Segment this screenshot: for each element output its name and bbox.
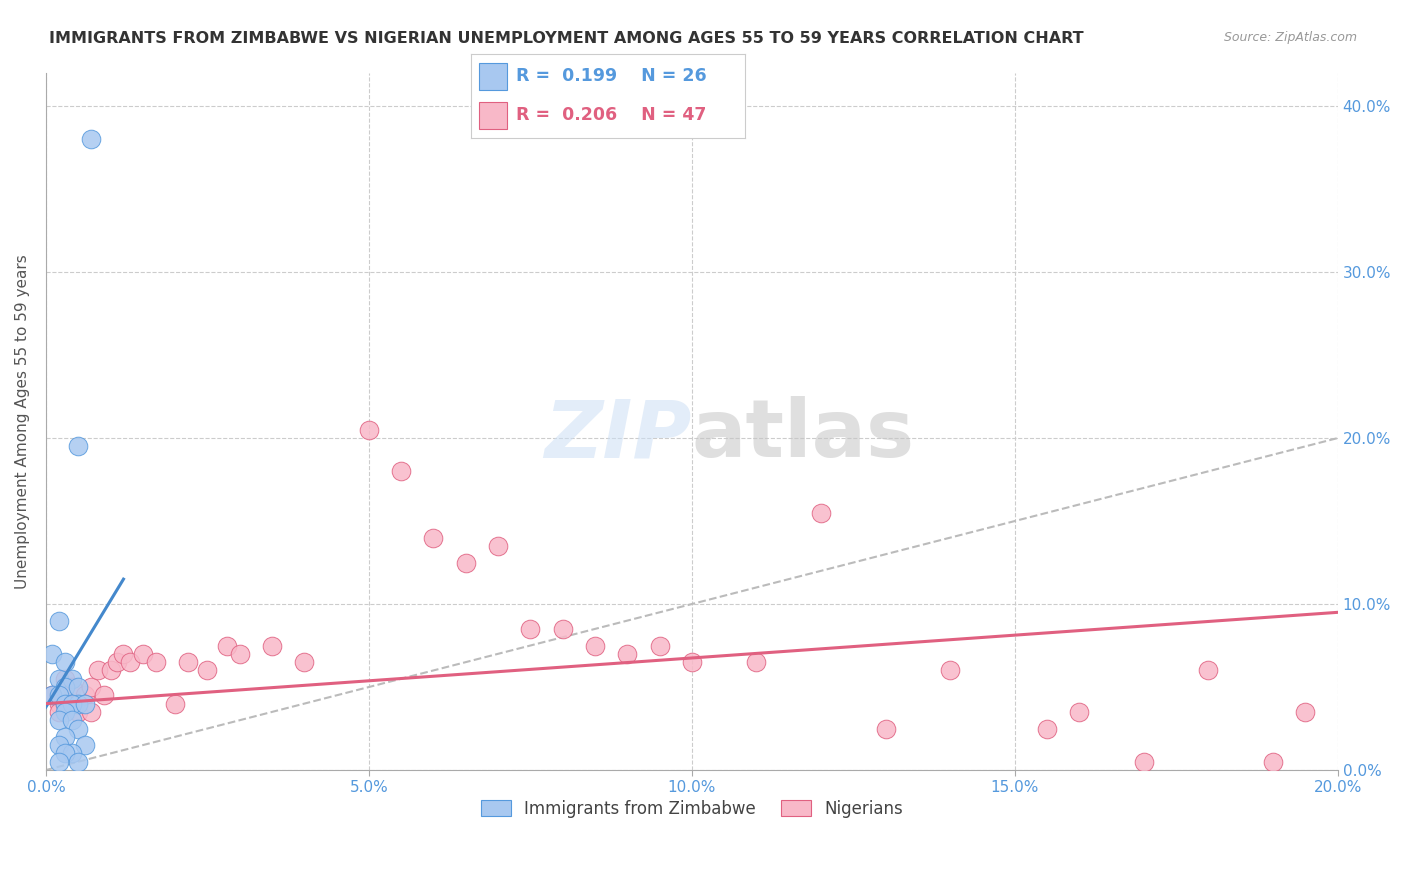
Point [1261,755,1284,769]
Point [67,755,90,769]
Point [105,655,128,669]
Point [519,622,541,636]
Point [583,639,606,653]
Point [60,680,83,694]
Text: R =  0.199    N = 26: R = 0.199 N = 26 [516,68,707,86]
Point [80,132,103,146]
Point [132,647,155,661]
Point [67,680,90,694]
Point [197,664,219,678]
Point [53,655,76,669]
Point [681,655,703,669]
Text: R =  0.206    N = 47: R = 0.206 N = 47 [516,106,707,124]
Point [53,705,76,719]
Point [177,655,200,669]
Point [48,689,70,703]
Point [165,697,187,711]
Point [73,738,96,752]
Text: Source: ZipAtlas.com: Source: ZipAtlas.com [1223,31,1357,45]
Point [60,747,83,761]
Point [53,680,76,694]
Point [260,639,283,653]
Point [53,747,76,761]
Point [53,730,76,744]
Point [41,689,63,703]
Text: IMMIGRANTS FROM ZIMBABWE VS NIGERIAN UNEMPLOYMENT AMONG AGES 55 TO 59 YEARS CORR: IMMIGRANTS FROM ZIMBABWE VS NIGERIAN UNE… [49,31,1084,46]
Point [1294,705,1316,719]
Point [875,722,897,736]
Point [86,664,108,678]
Point [228,647,250,661]
Point [810,506,832,520]
Point [48,738,70,752]
Point [551,622,574,636]
Point [73,697,96,711]
Point [60,697,83,711]
Y-axis label: Unemployment Among Ages 55 to 59 years: Unemployment Among Ages 55 to 59 years [15,254,30,589]
Point [48,672,70,686]
Point [67,697,90,711]
Point [60,713,83,727]
Point [48,705,70,719]
Point [100,664,122,678]
Point [745,655,768,669]
Text: atlas: atlas [692,396,915,475]
Point [357,423,380,437]
Point [41,647,63,661]
Point [48,697,70,711]
Point [486,539,509,553]
Point [67,697,90,711]
Point [939,664,962,678]
Point [454,556,477,570]
Point [67,439,90,453]
Point [145,655,167,669]
Point [53,697,76,711]
Point [616,647,638,661]
Point [48,713,70,727]
Point [67,705,90,719]
Point [48,755,70,769]
Point [80,705,103,719]
Bar [479,62,506,90]
Point [112,647,135,661]
Point [422,531,444,545]
Point [80,680,103,694]
Bar [479,102,506,129]
Point [215,639,238,653]
Point [1133,755,1156,769]
Point [1069,705,1091,719]
Point [118,655,141,669]
Point [53,672,76,686]
Point [41,689,63,703]
Text: ZIP: ZIP [544,396,692,475]
Point [292,655,315,669]
Point [1036,722,1059,736]
Legend: Immigrants from Zimbabwe, Nigerians: Immigrants from Zimbabwe, Nigerians [474,793,910,824]
Point [1198,664,1220,678]
Point [48,614,70,628]
Point [648,639,671,653]
Point [53,697,76,711]
Point [73,689,96,703]
Point [60,672,83,686]
Point [67,722,90,736]
Point [93,689,115,703]
Point [389,464,412,478]
